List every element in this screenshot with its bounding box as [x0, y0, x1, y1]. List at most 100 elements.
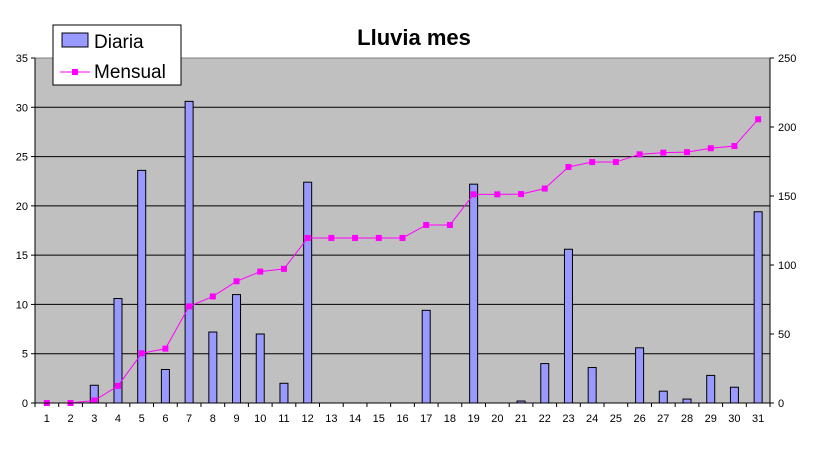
y-right-tick-label: 100 — [778, 260, 796, 272]
x-tick-label: 4 — [115, 413, 121, 425]
point-mensual — [375, 234, 382, 241]
bar-diaria — [469, 183, 479, 404]
x-tick-label: 6 — [162, 413, 168, 425]
bar-diaria — [303, 181, 313, 404]
x-tick-label: 12 — [302, 413, 314, 425]
x-tick-label: 16 — [396, 413, 408, 425]
bar-diaria — [563, 248, 573, 404]
bar-diaria — [232, 294, 242, 404]
y-left-tick-label: 30 — [16, 102, 28, 114]
legend-marker-mensual — [72, 69, 78, 75]
x-tick-label: 15 — [373, 413, 385, 425]
x-tick-label: 10 — [254, 413, 266, 425]
monthly-line — [43, 116, 762, 406]
x-tick-label: 1 — [44, 413, 50, 425]
point-mensual — [684, 149, 691, 156]
point-mensual — [494, 191, 501, 198]
bar-diaria — [421, 309, 431, 404]
gridlines — [35, 106, 770, 355]
y-right-tick-label: 0 — [778, 398, 784, 410]
point-mensual — [186, 303, 193, 310]
bar-diaria — [208, 331, 218, 404]
legend-label-diaria: Diaria — [94, 32, 144, 53]
x-tick-label: 11 — [278, 413, 289, 425]
point-mensual — [399, 234, 406, 241]
y-left-tick-label: 35 — [16, 53, 28, 65]
y-right-tick-label: 150 — [778, 191, 796, 203]
point-mensual — [660, 149, 667, 156]
point-mensual — [755, 116, 762, 123]
point-mensual — [470, 191, 477, 198]
y-right-tick-label: 200 — [778, 122, 796, 134]
x-tick-label: 13 — [325, 413, 337, 425]
bar-diaria — [279, 382, 289, 404]
legend-swatch-diaria — [61, 32, 89, 48]
point-mensual — [518, 191, 525, 198]
bar-diaria — [255, 333, 265, 404]
x-tick-label: 18 — [444, 413, 456, 425]
y-left-tick-label: 25 — [16, 152, 28, 164]
point-mensual — [589, 159, 596, 166]
bar-diaria — [160, 368, 170, 404]
point-mensual — [304, 234, 311, 241]
x-tick-label: 27 — [657, 413, 669, 425]
x-tick-label: 28 — [681, 413, 693, 425]
point-mensual — [565, 164, 572, 171]
bar-diaria — [587, 367, 597, 404]
y-right-tick-label: 50 — [778, 329, 790, 341]
point-mensual — [162, 345, 169, 352]
x-tick-label: 21 — [515, 413, 527, 425]
x-tick-label: 9 — [233, 413, 239, 425]
legend-label-mensual: Mensual — [94, 62, 166, 83]
bar-diaria — [729, 386, 739, 404]
bar-diaria — [540, 363, 550, 404]
point-mensual — [280, 265, 287, 272]
point-mensual — [257, 268, 264, 275]
x-tick-label: 20 — [491, 413, 503, 425]
point-mensual — [233, 278, 240, 285]
x-tick-label: 23 — [562, 413, 574, 425]
x-tick-label: 5 — [139, 413, 145, 425]
x-tick-label: 14 — [349, 413, 361, 425]
x-tick-label: 19 — [468, 413, 480, 425]
point-mensual — [446, 221, 453, 228]
x-tick-label: 2 — [68, 413, 74, 425]
y-left-tick-label: 5 — [22, 349, 28, 361]
x-tick-label: 30 — [728, 413, 740, 425]
plot-area — [34, 57, 771, 404]
bar-diaria — [753, 211, 763, 404]
y-left-tick-label: 15 — [16, 250, 28, 262]
point-mensual — [209, 293, 216, 300]
daily-bars — [89, 100, 763, 404]
x-tick-label: 3 — [91, 413, 97, 425]
y-left-tick-label: 10 — [16, 299, 28, 311]
bar-diaria — [682, 398, 692, 404]
point-mensual — [541, 185, 548, 192]
point-mensual — [612, 159, 619, 166]
x-tick-label: 8 — [210, 413, 216, 425]
chart-title: Lluvia mes — [357, 25, 471, 50]
point-mensual — [707, 145, 714, 152]
y-left-tick-label: 20 — [16, 201, 28, 213]
point-mensual — [423, 221, 430, 228]
y-right-tick-label: 250 — [778, 53, 796, 65]
point-mensual — [731, 143, 738, 150]
point-mensual — [138, 350, 145, 357]
y-left-tick-label: 0 — [22, 398, 28, 410]
bar-diaria — [137, 169, 147, 404]
legend: Diaria Mensual — [52, 24, 182, 86]
point-mensual — [328, 234, 335, 241]
x-tick-label: 7 — [186, 413, 192, 425]
x-tick-label: 25 — [610, 413, 622, 425]
x-tick-label: 17 — [420, 413, 432, 425]
bar-diaria — [706, 374, 716, 404]
x-tick-label: 29 — [705, 413, 717, 425]
point-mensual — [91, 397, 98, 404]
x-tick-label: 22 — [539, 413, 551, 425]
bar-diaria — [658, 390, 668, 404]
point-mensual — [352, 234, 359, 241]
bar-diaria — [184, 100, 194, 404]
